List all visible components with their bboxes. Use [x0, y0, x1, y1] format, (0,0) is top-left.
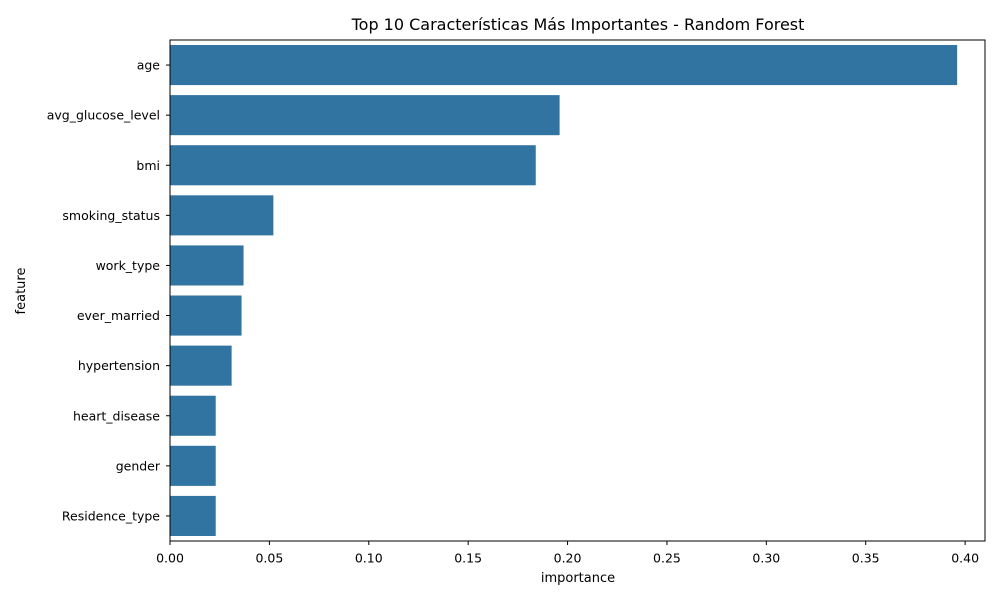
y-tick-label: age — [137, 58, 161, 73]
x-tick-label: 0.10 — [355, 551, 383, 566]
x-axis-label: importance — [541, 571, 615, 586]
y-tick-label: work_type — [96, 258, 161, 273]
x-tick-label: 0.20 — [554, 551, 582, 566]
y-tick-label: smoking_status — [62, 208, 160, 223]
x-tick-label: 0.30 — [752, 551, 780, 566]
x-axis-ticks: 0.00 0.05 0.10 0.15 0.20 0.25 0.30 0.35 0.40 — [156, 541, 979, 566]
bar-avg_glucose_level — [170, 95, 560, 136]
x-tick-label: 0.25 — [653, 551, 681, 566]
y-tick-label: Residence_type — [62, 508, 160, 523]
x-tick-label: 0.40 — [951, 551, 979, 566]
bar-smoking_status — [170, 195, 274, 236]
x-tick-label: 0.15 — [454, 551, 482, 566]
y-tick-label: heart_disease — [73, 408, 160, 423]
bar-age — [170, 45, 958, 86]
y-tick-label: avg_glucose_level — [47, 108, 160, 123]
bar-heart_disease — [170, 395, 216, 436]
bar-Residence_type — [170, 495, 216, 536]
bars-group — [170, 45, 958, 536]
bar-gender — [170, 445, 216, 486]
x-tick-label: 0.00 — [156, 551, 184, 566]
y-tick-label: ever_married — [77, 308, 160, 323]
bar-ever_married — [170, 295, 242, 336]
y-tick-label: gender — [116, 458, 161, 473]
x-tick-label: 0.35 — [852, 551, 880, 566]
y-tick-label: hypertension — [78, 358, 160, 373]
bar-bmi — [170, 145, 536, 186]
plot-frame — [169, 39, 986, 542]
bar-hypertension — [170, 345, 232, 386]
y-tick-label: bmi — [136, 158, 160, 173]
bar-work_type — [170, 245, 244, 286]
y-axis-label: feature — [14, 268, 29, 315]
x-tick-label: 0.05 — [255, 551, 283, 566]
chart-title: Top 10 Características Más Importantes -… — [351, 15, 805, 34]
